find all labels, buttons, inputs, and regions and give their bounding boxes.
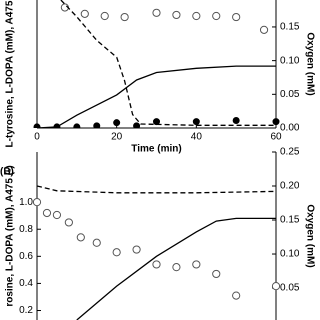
data-point xyxy=(232,117,240,125)
data-point xyxy=(100,11,109,21)
y-tick-label: 0.4 xyxy=(19,278,33,289)
data-point xyxy=(212,11,221,21)
y2-tick-label: 0.00 xyxy=(280,123,300,134)
data-point xyxy=(172,10,181,20)
x-tick-label: 20 xyxy=(111,132,123,143)
data-point xyxy=(133,122,141,128)
panel-label: (B) xyxy=(0,167,14,178)
y-tick-label: 0.2 xyxy=(19,305,33,316)
x-tick-label: 0 xyxy=(34,132,40,143)
y2-axis-label: Oxygen (mM) xyxy=(304,32,315,95)
data-point xyxy=(93,122,101,128)
data-line xyxy=(76,217,276,320)
data-point xyxy=(92,238,101,247)
data-point xyxy=(152,260,161,269)
data-point xyxy=(212,269,221,279)
y-axis-label: rosine, L-DOPA (mM), A475 (-) xyxy=(5,165,16,306)
x-tick-label: 60 xyxy=(270,132,282,143)
data-point xyxy=(64,218,73,227)
y2-axis-label: Oxygen (mM) xyxy=(304,204,315,267)
data-point xyxy=(232,12,241,22)
data-point xyxy=(80,9,89,18)
data-point xyxy=(120,12,129,22)
data-point xyxy=(259,25,269,34)
y-tick-label: 1.0 xyxy=(19,197,33,208)
y-tick-label: 0.8 xyxy=(19,224,33,235)
y2-tick-label: 0.05 xyxy=(280,283,300,294)
y2-tick-label: 0.25 xyxy=(280,147,300,158)
data-point xyxy=(113,119,121,127)
data-point xyxy=(33,198,42,207)
y2-tick-label: 0.15 xyxy=(280,215,300,226)
data-point xyxy=(152,8,161,17)
data-point xyxy=(192,260,201,269)
data-point xyxy=(112,248,121,257)
y2-tick-label: 0.10 xyxy=(280,55,300,66)
y2-tick-label: 0.20 xyxy=(280,181,300,192)
y2-tick-label: 0.10 xyxy=(280,249,300,260)
data-point xyxy=(153,118,160,126)
data-point xyxy=(192,118,200,126)
y-tick-label: 0.6 xyxy=(19,251,33,262)
data-line xyxy=(60,0,276,126)
data-point xyxy=(76,233,85,242)
data-point xyxy=(271,282,280,291)
y2-tick-label: 0.05 xyxy=(280,89,300,100)
data-point xyxy=(53,123,61,128)
data-point xyxy=(42,208,52,218)
data-point xyxy=(33,123,41,128)
x-tick-label: 40 xyxy=(191,132,203,143)
data-line xyxy=(36,185,277,194)
data-point xyxy=(132,245,141,254)
y-axis-label: L-tyrosine, L-DOPA (mM), A475 xyxy=(5,0,16,147)
data-line xyxy=(36,65,276,128)
data-point xyxy=(52,210,62,220)
y2-tick-label: 0.15 xyxy=(280,22,300,33)
x-axis-label: Time (min) xyxy=(131,144,181,155)
data-point xyxy=(232,291,241,300)
data-point xyxy=(73,123,81,128)
data-point xyxy=(172,263,181,272)
data-point xyxy=(192,11,201,21)
data-point xyxy=(272,118,280,126)
